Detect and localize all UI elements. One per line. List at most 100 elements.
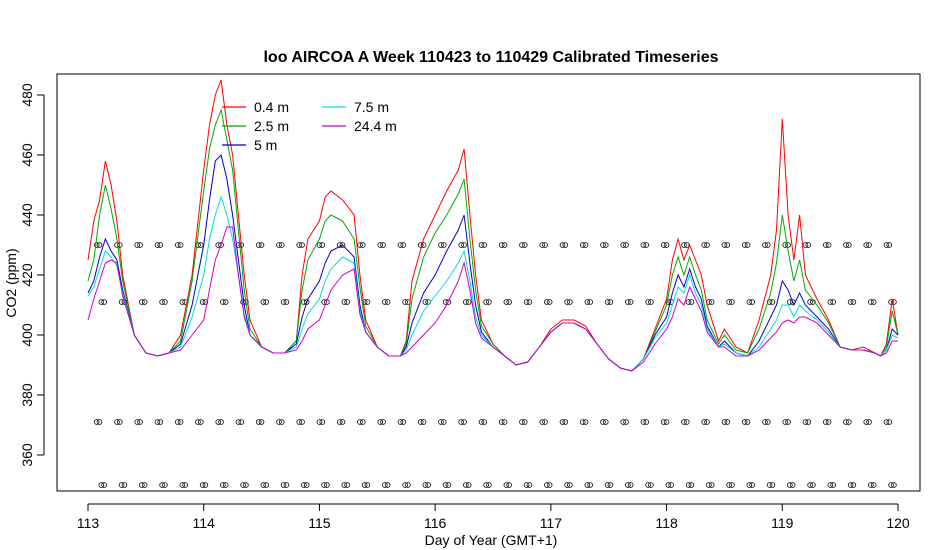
x-tick-label: 115	[308, 515, 331, 531]
flag-marker	[377, 242, 384, 248]
flag-marker	[789, 482, 796, 488]
flag-marker	[685, 299, 692, 305]
flag-marker	[526, 299, 533, 305]
flag-marker	[640, 242, 647, 248]
flag-marker	[847, 482, 854, 488]
flag-marker	[344, 482, 350, 488]
flag-marker	[359, 242, 366, 248]
x-tick-label: 114	[193, 515, 216, 531]
flag-marker	[417, 242, 424, 248]
flag-marker	[438, 242, 444, 248]
flag-marker	[825, 419, 832, 425]
flag-marker	[764, 419, 771, 425]
flag-marker	[704, 419, 710, 425]
flag-marker	[660, 242, 667, 248]
flag-marker	[96, 419, 103, 425]
flag-marker	[850, 482, 857, 488]
flag-marker	[319, 419, 326, 425]
flag-marker	[584, 299, 591, 305]
flag-marker	[101, 482, 107, 488]
flag-marker	[542, 419, 548, 425]
legend-label: 5 m	[254, 137, 277, 153]
flag-marker	[137, 242, 143, 248]
flag-marker	[258, 242, 265, 248]
flag-marker	[544, 299, 550, 305]
flag-marker	[197, 242, 204, 248]
flag-marker	[303, 482, 310, 488]
flag-marker	[506, 299, 512, 305]
flag-marker	[260, 482, 267, 488]
flag-marker	[258, 419, 265, 425]
flag-marker	[562, 419, 569, 425]
flag-marker	[177, 242, 184, 248]
flag-marker	[202, 482, 209, 488]
flag-marker	[364, 482, 371, 488]
flag-marker	[486, 299, 492, 305]
flag-marker	[521, 242, 528, 248]
flag-marker	[98, 482, 105, 488]
flag-marker	[850, 299, 857, 305]
flag-marker	[688, 482, 695, 488]
flag-marker	[623, 419, 629, 425]
flag-marker	[523, 482, 530, 488]
flag-marker	[202, 299, 209, 305]
flag-marker	[564, 482, 570, 488]
flag-marker	[93, 419, 100, 425]
flag-marker	[870, 299, 877, 305]
flag-marker	[701, 242, 708, 248]
flag-marker	[802, 242, 809, 248]
flag-marker	[870, 482, 877, 488]
series-line	[87, 79, 899, 372]
flag-markers	[93, 242, 897, 488]
flag-marker	[627, 482, 634, 488]
flag-marker	[822, 419, 829, 425]
flag-marker	[623, 242, 629, 248]
x-tick-label: 118	[655, 515, 678, 531]
flag-marker	[235, 419, 242, 425]
flag-marker	[420, 242, 427, 248]
flag-marker	[807, 482, 813, 488]
flag-marker	[384, 482, 391, 488]
x-tick-label: 119	[771, 515, 794, 531]
flag-marker	[843, 419, 849, 425]
flag-marker	[627, 299, 634, 305]
flag-marker	[296, 242, 303, 248]
flag-marker	[316, 419, 323, 425]
flag-marker	[380, 419, 386, 425]
flag-marker	[663, 419, 670, 425]
flag-marker	[503, 299, 510, 305]
flag-marker	[643, 242, 650, 248]
flag-marker	[137, 419, 143, 425]
flag-marker	[830, 482, 836, 488]
flag-marker	[114, 419, 120, 425]
x-axis: 113 114 115 116 117 118 119 120	[77, 503, 910, 531]
y-axis-label: CO2 (ppm)	[3, 248, 19, 317]
flag-marker	[506, 482, 512, 488]
flag-marker	[648, 482, 654, 488]
flag-marker	[830, 299, 836, 305]
flag-marker	[238, 419, 245, 425]
flag-marker	[559, 242, 566, 248]
flag-marker	[805, 242, 812, 248]
flag-marker	[704, 242, 710, 248]
flag-marker	[822, 242, 829, 248]
flag-marker	[139, 482, 145, 488]
flag-marker	[600, 419, 606, 425]
x-axis-label: Day of Year (GMT+1)	[425, 532, 558, 548]
flag-marker	[296, 419, 303, 425]
flag-marker	[339, 242, 346, 248]
flag-marker	[243, 482, 249, 488]
flag-marker	[382, 299, 388, 305]
flag-marker	[319, 242, 326, 248]
flag-marker	[380, 242, 386, 248]
flag-marker	[483, 482, 489, 488]
flag-marker	[141, 299, 148, 305]
flag-marker	[762, 419, 768, 425]
flag-marker	[782, 419, 789, 425]
flag-marker	[420, 419, 427, 425]
flag-marker	[501, 419, 508, 425]
legend-label: 2.5 m	[254, 118, 289, 134]
flag-marker	[260, 299, 267, 305]
legend: 0.4 m 2.5 m 5 m 7.5 m 24.4 m	[222, 99, 397, 153]
